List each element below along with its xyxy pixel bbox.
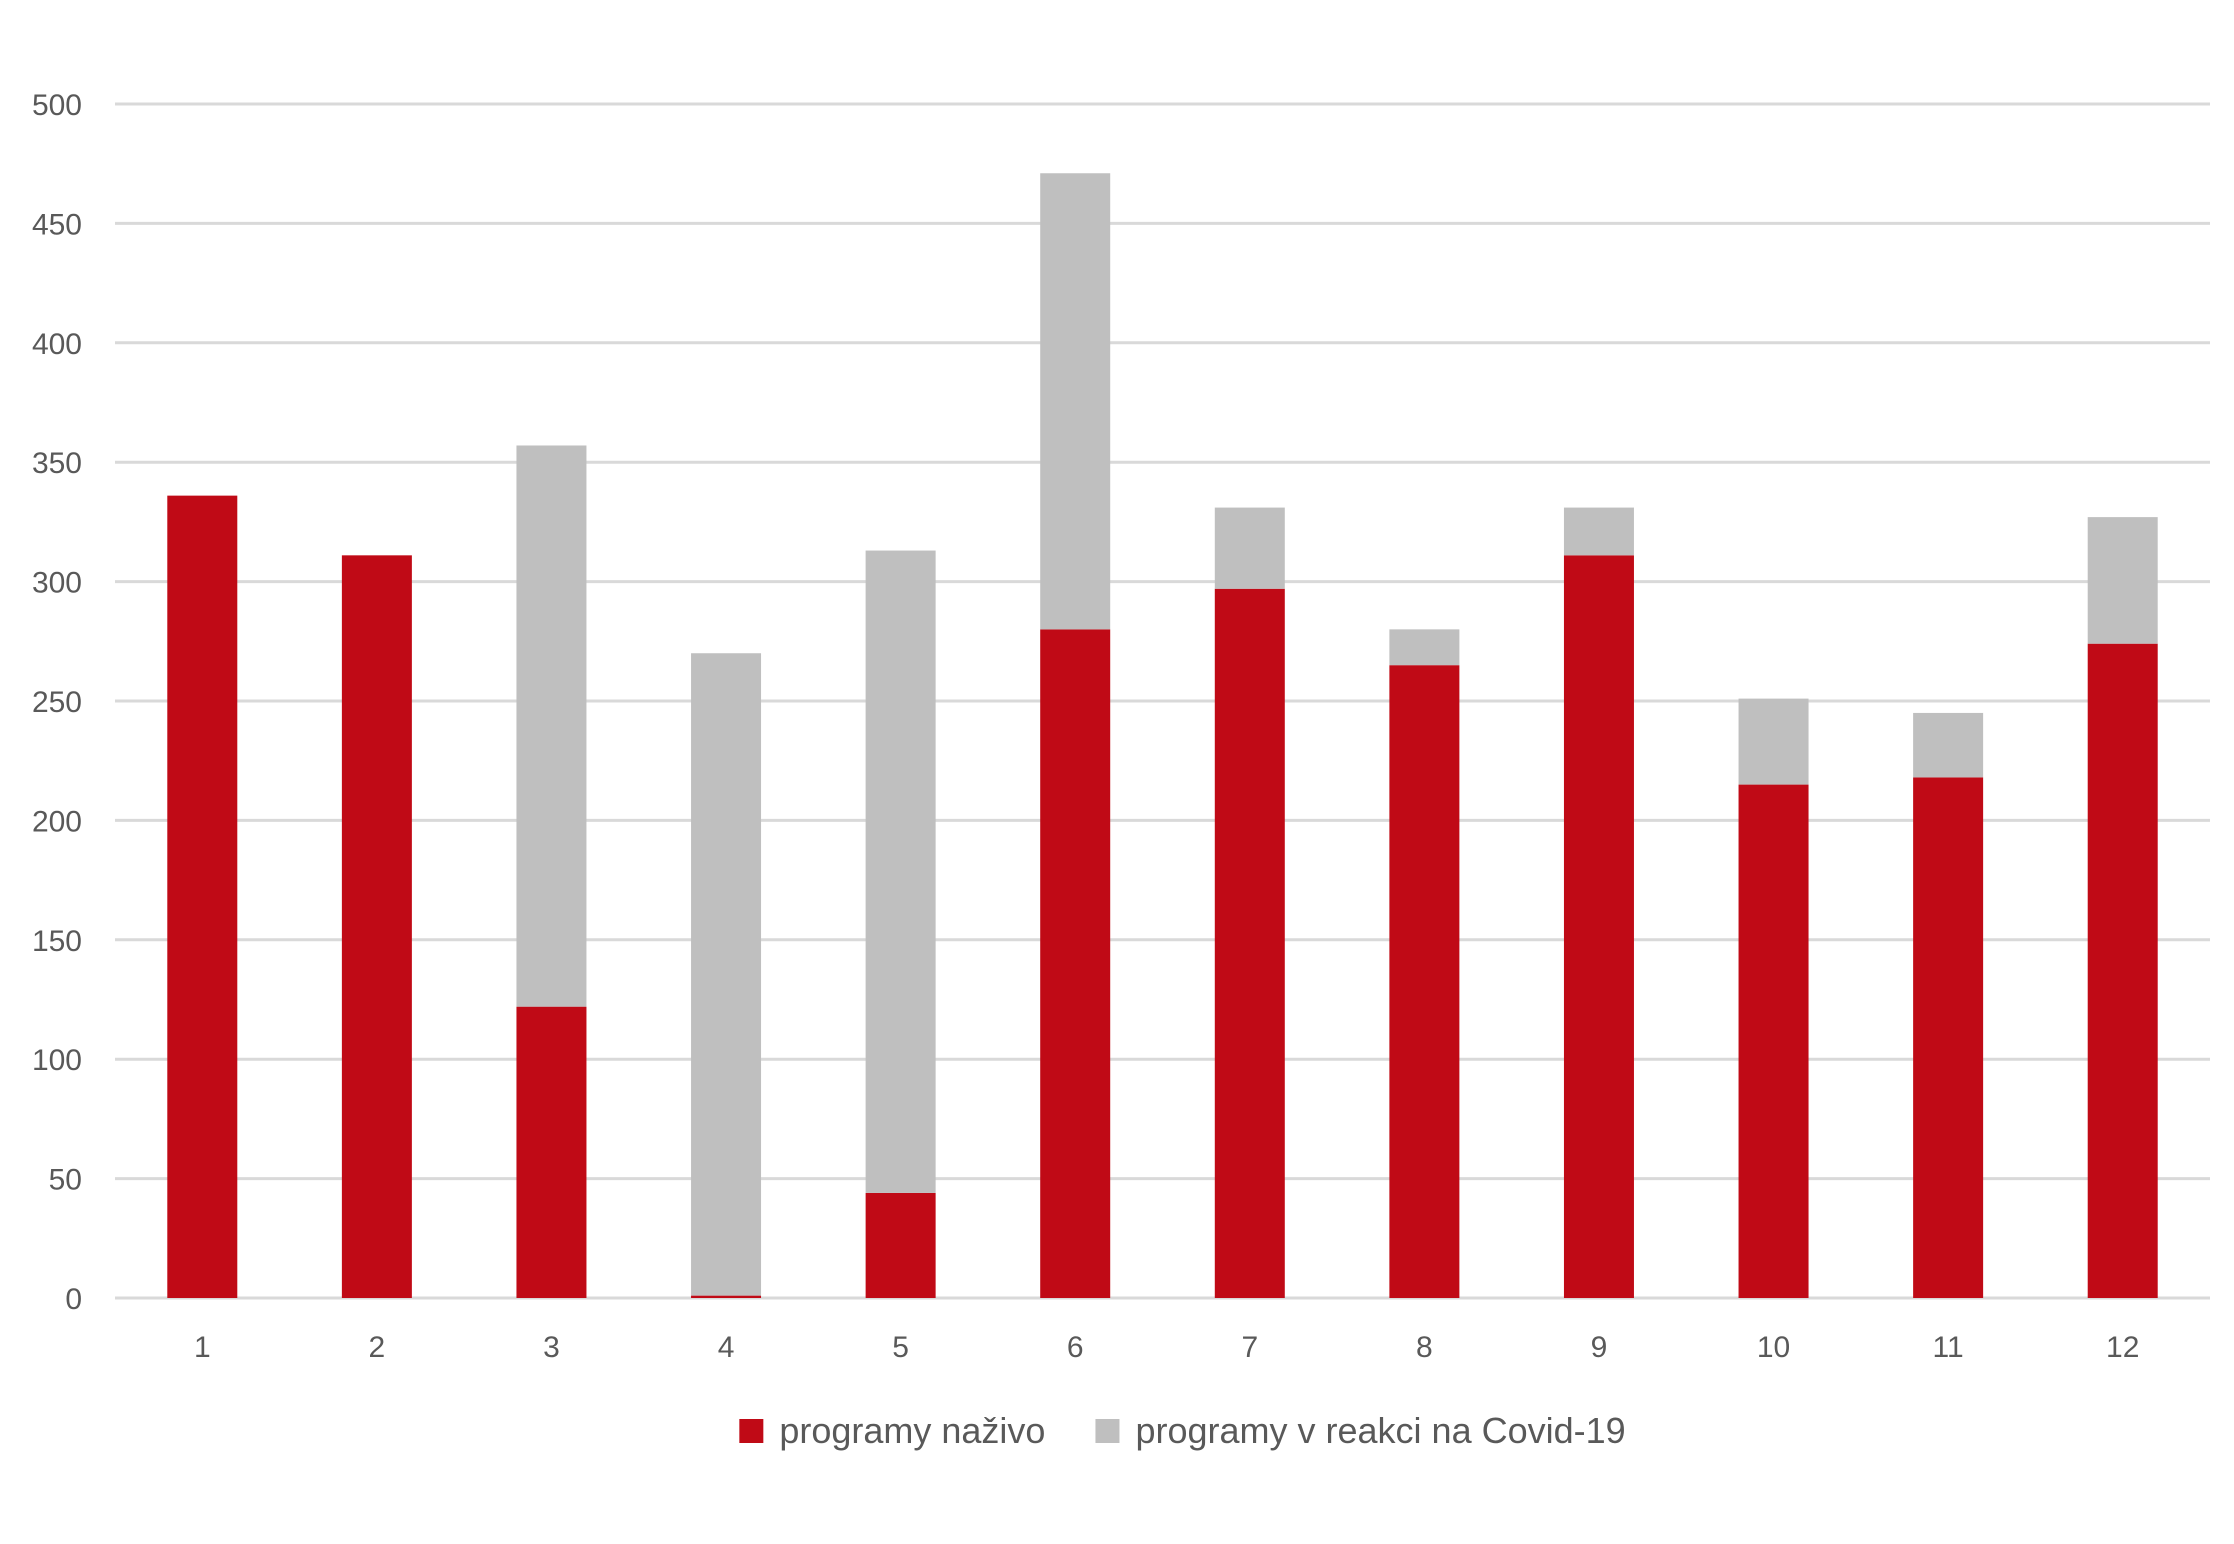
y-tick-label: 250 bbox=[32, 686, 82, 719]
bar-segment-live-2 bbox=[341, 555, 412, 1298]
x-tick-label: 1 bbox=[194, 1331, 211, 1364]
legend-item-covid: programy v reakci na Covid-19 bbox=[1095, 1410, 1626, 1451]
y-tick-label: 300 bbox=[32, 567, 82, 600]
x-tick-label: 9 bbox=[1591, 1331, 1608, 1364]
x-tick-label: 4 bbox=[718, 1331, 735, 1364]
bar-segment-covid-9 bbox=[1563, 507, 1634, 556]
bar-segment-covid-4 bbox=[691, 653, 762, 1296]
bar-segment-live-7 bbox=[1214, 588, 1285, 1298]
legend-label: programy v reakci na Covid-19 bbox=[1135, 1410, 1625, 1451]
bar-segment-covid-8 bbox=[1389, 629, 1460, 666]
bar-segment-live-6 bbox=[1040, 629, 1111, 1298]
y-tick-label: 200 bbox=[32, 805, 82, 838]
x-tick-label: 6 bbox=[1067, 1331, 1084, 1364]
legend-label: programy naživo bbox=[779, 1410, 1045, 1451]
legend-swatch bbox=[1095, 1419, 1120, 1443]
bar-segment-covid-12 bbox=[2087, 517, 2158, 644]
bar-segment-covid-7 bbox=[1214, 507, 1285, 589]
x-tick-label: 7 bbox=[1241, 1331, 1258, 1364]
bar-segment-live-12 bbox=[2087, 643, 2158, 1298]
bar-segment-live-1 bbox=[167, 495, 238, 1299]
x-tick-label: 12 bbox=[2106, 1331, 2139, 1364]
x-axis: 1 2 3 4 5 6 7 8 9 10 11 12 bbox=[194, 1331, 2139, 1364]
bar-segment-covid-6 bbox=[1040, 173, 1111, 630]
bar-segment-live-4 bbox=[691, 1295, 762, 1298]
y-axis: 0 50 100 150 200 250 300 350 400 450 500 bbox=[32, 89, 82, 1316]
bar-segment-covid-10 bbox=[1738, 698, 1809, 785]
y-tick-label: 150 bbox=[32, 925, 82, 958]
y-tick-label: 100 bbox=[32, 1044, 82, 1077]
grid-lines bbox=[115, 102, 2210, 1300]
bar-segment-live-5 bbox=[865, 1192, 936, 1298]
legend-item-live: programy naživo bbox=[739, 1410, 1045, 1451]
x-tick-label: 11 bbox=[1933, 1331, 1964, 1364]
bar-segment-covid-11 bbox=[1913, 712, 1984, 778]
bars bbox=[167, 173, 2158, 1299]
x-tick-label: 5 bbox=[892, 1331, 909, 1364]
x-tick-label: 3 bbox=[543, 1331, 560, 1364]
legend: programy naživo programy v reakci na Covi… bbox=[739, 1410, 1626, 1451]
bar-segment-live-9 bbox=[1563, 555, 1634, 1298]
x-tick-label: 10 bbox=[1757, 1331, 1790, 1364]
y-tick-label: 350 bbox=[32, 447, 82, 480]
y-tick-label: 0 bbox=[65, 1283, 82, 1316]
bar-segment-live-8 bbox=[1389, 665, 1460, 1298]
bar-segment-live-11 bbox=[1913, 777, 1984, 1298]
y-tick-label: 50 bbox=[49, 1164, 82, 1197]
y-tick-label: 500 bbox=[32, 89, 82, 122]
y-tick-label: 450 bbox=[32, 208, 82, 241]
legend-swatch bbox=[739, 1419, 764, 1443]
bar-segment-live-3 bbox=[516, 1006, 587, 1298]
bar-segment-covid-5 bbox=[865, 550, 936, 1193]
bar-segment-live-10 bbox=[1738, 784, 1809, 1298]
y-tick-label: 400 bbox=[32, 328, 82, 361]
bar-segment-covid-3 bbox=[516, 445, 587, 1007]
x-tick-label: 8 bbox=[1416, 1331, 1433, 1364]
x-tick-label: 2 bbox=[369, 1331, 386, 1364]
